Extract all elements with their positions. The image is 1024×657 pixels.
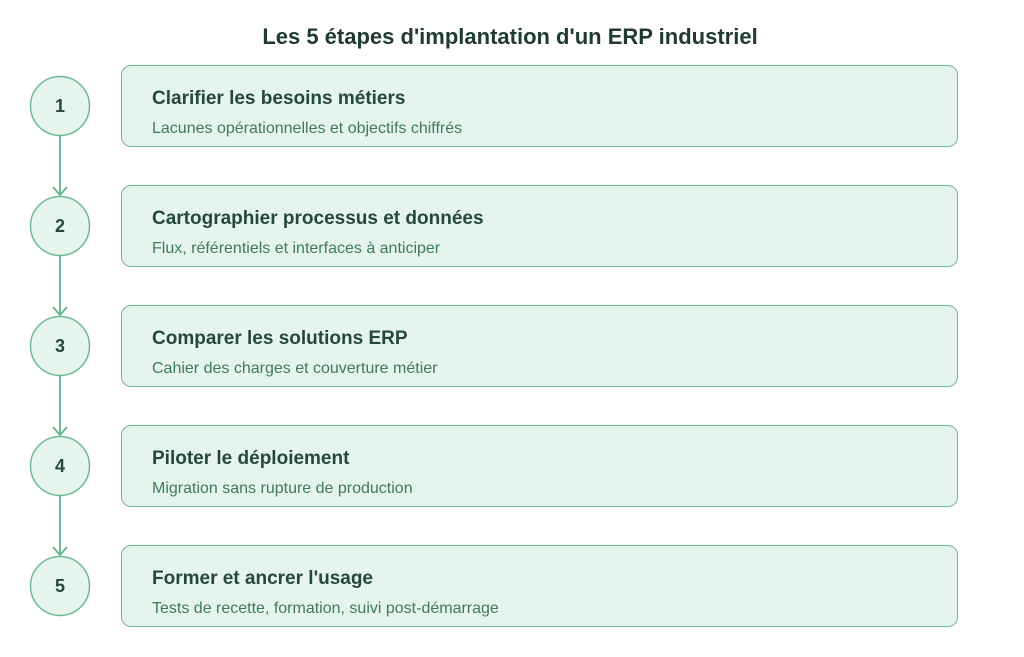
- arrow-head-icon: [52, 546, 68, 557]
- step-title: Piloter le déploiement: [152, 448, 350, 469]
- step-card: Cartographier processus et données Flux,…: [121, 185, 958, 267]
- step-subtitle: Migration sans rupture de production: [152, 480, 413, 497]
- step-subtitle: Flux, référentiels et interfaces à antic…: [152, 240, 441, 257]
- arrow-head-icon: [52, 186, 68, 197]
- step-number: 5: [55, 576, 65, 596]
- step-title: Former et ancrer l'usage: [152, 568, 373, 589]
- step-number: 3: [55, 336, 65, 356]
- arrow-head-icon: [52, 426, 68, 437]
- step-circle: [29, 75, 91, 137]
- step-card: Comparer les solutions ERP Cahier des ch…: [121, 305, 958, 387]
- step-number: 4: [55, 456, 65, 476]
- diagram-title: Les 5 étapes d'implantation d'un ERP ind…: [262, 24, 758, 49]
- arrow-head-icon: [52, 306, 68, 317]
- step-subtitle: Cahier des charges et couverture métier: [152, 360, 438, 377]
- step-card: Piloter le déploiement Migration sans ru…: [121, 425, 958, 507]
- step-subtitle: Lacunes opérationnelles et objectifs chi…: [152, 120, 463, 137]
- step-circle: [29, 555, 91, 617]
- step-subtitle: Tests de recette, formation, suivi post-…: [152, 600, 499, 617]
- step-card: Clarifier les besoins métiers Lacunes op…: [121, 65, 958, 147]
- step-circle: [29, 315, 91, 377]
- step-title: Clarifier les besoins métiers: [152, 88, 406, 109]
- step-number: 2: [55, 216, 65, 236]
- step-number: 1: [55, 96, 65, 116]
- step-title: Cartographier processus et données: [152, 208, 484, 229]
- step-card: Former et ancrer l'usage Tests de recett…: [121, 545, 958, 627]
- step-circle: [29, 195, 91, 257]
- step-circle: [29, 435, 91, 497]
- step-title: Comparer les solutions ERP: [152, 328, 408, 349]
